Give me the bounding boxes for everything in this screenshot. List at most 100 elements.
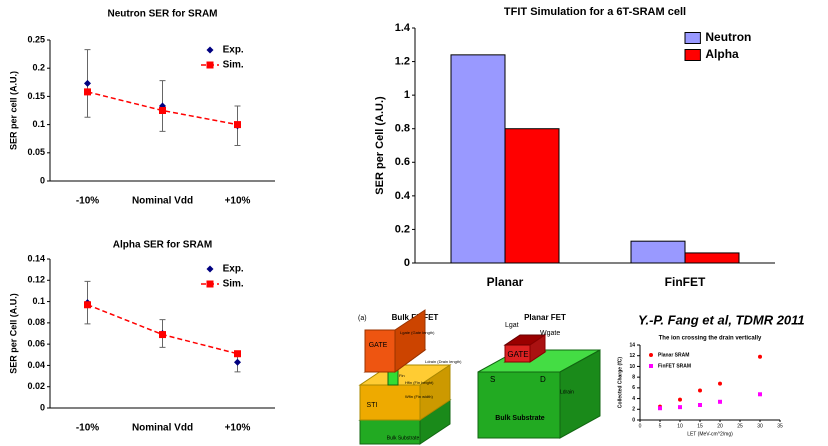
x-tick-label: Nominal Vdd: [132, 196, 193, 207]
fin-label: Fin: [399, 373, 405, 378]
x-tick-label: +10%: [225, 196, 251, 207]
lgate-label: Lgate (Gate length): [400, 330, 435, 335]
bar: [685, 253, 739, 263]
y-tick-label: 0.4: [395, 190, 411, 202]
sti-label: STI: [367, 402, 378, 409]
data-point: [84, 88, 91, 95]
y-tick-label: 4: [632, 396, 635, 402]
chart-title: The ion crossing the drain vertically: [659, 336, 762, 342]
y-axis-label: Collected Charge (fC): [617, 357, 623, 408]
data-point: [234, 359, 241, 366]
data-point: [234, 350, 241, 357]
bulk-label: Bulk Substrate: [387, 435, 420, 441]
legend-label: Exp.: [223, 264, 244, 275]
y-tick-label: 1.2: [395, 55, 410, 67]
legend-label: Planar SRAM: [658, 352, 689, 358]
y-tick-label: 14: [629, 342, 635, 348]
y-tick-label: 0.1: [32, 119, 45, 129]
y-tick-label: 0.04: [27, 360, 45, 370]
y-tick-label: 0.08: [27, 317, 45, 327]
data-point: [758, 392, 762, 396]
chart-title: Neutron SER for SRAM: [108, 9, 218, 20]
lgate-label: Lgat: [505, 322, 519, 329]
y-tick-label: 0.6: [395, 156, 410, 168]
x-tick-label: 25: [737, 423, 743, 429]
wgate-label: Wgate: [540, 330, 560, 337]
data-point: [159, 107, 166, 114]
data-point: [678, 405, 682, 409]
data-point: [698, 403, 702, 407]
chart-title: TFIT Simulation for a 6T-SRAM cell: [504, 6, 686, 18]
ldrain-label: Ldrain: [560, 389, 574, 395]
x-tick-label: 15: [697, 423, 703, 429]
y-tick-label: 1: [404, 89, 410, 101]
data-point: [84, 301, 91, 308]
data-point: [234, 121, 241, 128]
x-tick-label: 35: [777, 423, 783, 429]
diagram-title: Planar FET: [524, 313, 566, 322]
y-tick-label: 2: [632, 407, 635, 413]
planar-diagram: Planar FET GATE Lgat Wgate S D Ldrain Bu…: [478, 313, 600, 438]
y-tick-label: 0: [632, 417, 635, 423]
legend-swatch: [685, 33, 700, 44]
legend-label: FinFET SRAM: [658, 363, 691, 369]
y-tick-label: 10: [629, 364, 635, 370]
x-tick-label: 0: [639, 423, 642, 429]
data-point: [159, 331, 166, 338]
gate-front: [365, 330, 395, 372]
x-tick-label: 5: [659, 423, 662, 429]
legend-marker: [207, 281, 214, 288]
drain-label: D: [540, 375, 546, 384]
ldrain-label: Ldrain (Drain length): [425, 359, 462, 364]
x-tick-label: +10%: [225, 423, 251, 434]
wfin-label: Wfin (Fin width): [405, 394, 433, 399]
y-tick-label: 0.2: [32, 63, 45, 73]
page: {"chart_data": [ {"type": "line", "title…: [0, 0, 828, 446]
data-point: [698, 389, 702, 393]
bar: [505, 129, 559, 263]
data-point: [84, 80, 91, 87]
legend-marker: [649, 353, 653, 357]
x-tick-label: Planar: [487, 275, 524, 289]
data-point: [678, 398, 682, 402]
y-tick-label: 0.02: [27, 381, 45, 391]
legend-marker: [649, 364, 653, 368]
y-tick-label: 0.15: [27, 91, 45, 101]
x-tick-label: 30: [757, 423, 763, 429]
y-tick-label: 0: [40, 402, 45, 412]
gate-label: GATE: [507, 350, 528, 359]
data-point: [718, 382, 722, 386]
y-tick-label: 8: [632, 374, 635, 380]
legend-marker: [207, 62, 214, 69]
bar: [631, 241, 685, 263]
legend-swatch: [685, 50, 700, 61]
y-tick-label: 12: [629, 353, 635, 359]
y-tick-label: 0.2: [395, 223, 410, 235]
source-label: S: [490, 375, 495, 384]
legend-label: Exp.: [223, 45, 244, 56]
y-tick-label: 0: [40, 175, 45, 185]
x-tick-label: 10: [677, 423, 683, 429]
y-tick-label: 0.8: [395, 123, 410, 135]
bar: [451, 55, 505, 263]
legend-label: Sim.: [223, 60, 244, 71]
citation: Y.-P. Fang et al, TDMR 2011: [638, 312, 805, 327]
legend-label: Neutron: [705, 30, 751, 44]
y-axis-label: SER per Cell (A.U.): [374, 96, 386, 195]
y-tick-label: 0.25: [27, 34, 45, 44]
y-axis-label: SER per Cell (A.U.): [8, 293, 18, 374]
legend-label: Alpha: [705, 47, 739, 61]
y-tick-label: 0.1: [32, 296, 45, 306]
data-point: [758, 355, 762, 359]
y-tick-label: 0.14: [27, 253, 45, 263]
y-tick-label: 0.05: [27, 147, 45, 157]
y-axis-label: SER per cell (A.U.): [8, 71, 18, 150]
legend-label: Sim.: [223, 279, 244, 290]
x-tick-label: -10%: [76, 196, 99, 207]
x-tick-label: -10%: [76, 423, 99, 434]
bulk-label: Bulk Substrate: [495, 415, 545, 422]
y-tick-label: 1.4: [395, 22, 411, 34]
x-tick-label: 20: [717, 423, 723, 429]
panel-label: (a): [358, 315, 367, 322]
finfet-diagram: (a) Bulk FinFET GATE STI Bulk Substrate …: [358, 310, 462, 444]
